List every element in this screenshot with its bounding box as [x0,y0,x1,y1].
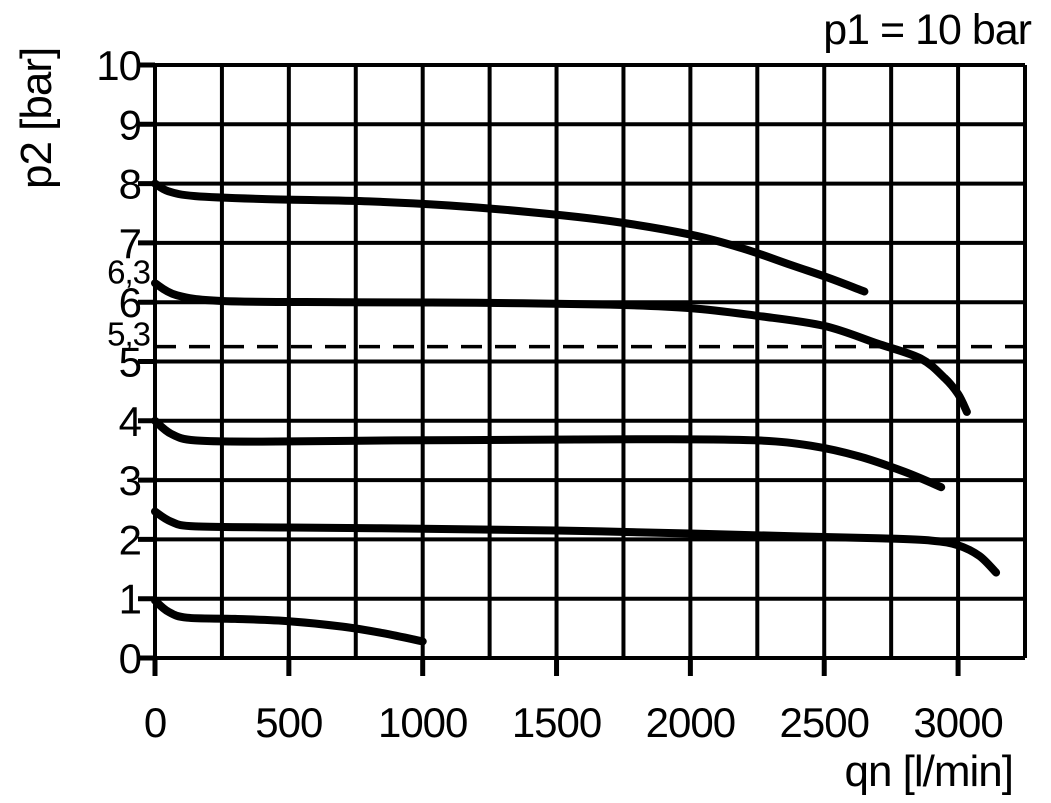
y-tick-label: 6 [119,279,141,326]
x-tick-label: 1000 [378,699,467,746]
y-tick-label: 0 [119,635,141,682]
x-tick-label: 0 [144,699,166,746]
x-axis-label: qn [l/min] [844,747,1014,796]
x-tick-label: 3000 [913,699,1002,746]
flow-curve [151,416,946,492]
pressure-annotation: 6,3 [107,253,150,290]
flow-curve [151,596,427,646]
chart-title: p1 = 10 bar [823,6,1032,54]
y-tick-label: 4 [119,398,142,445]
y-tick-label: 10 [96,42,141,89]
y-tick-label: 1 [119,576,141,623]
x-tick-label: 1500 [512,699,601,746]
y-tick-label: 9 [119,101,141,148]
flow-curve [151,279,971,416]
x-tick-label: 2000 [646,699,735,746]
y-axis-label: p2 [bar] [12,47,61,189]
flow-curve [151,507,1001,577]
pressure-annotation: 5,3 [107,316,150,353]
x-tick-label: 2500 [780,699,869,746]
y-tick-label: 8 [119,161,141,208]
y-tick-label: 7 [119,220,141,267]
x-tick-label: 500 [255,699,322,746]
y-tick-label: 2 [119,516,141,563]
flow-curve [151,179,869,296]
y-tick-label: 3 [119,457,141,504]
y-tick-label: 5 [119,339,141,386]
